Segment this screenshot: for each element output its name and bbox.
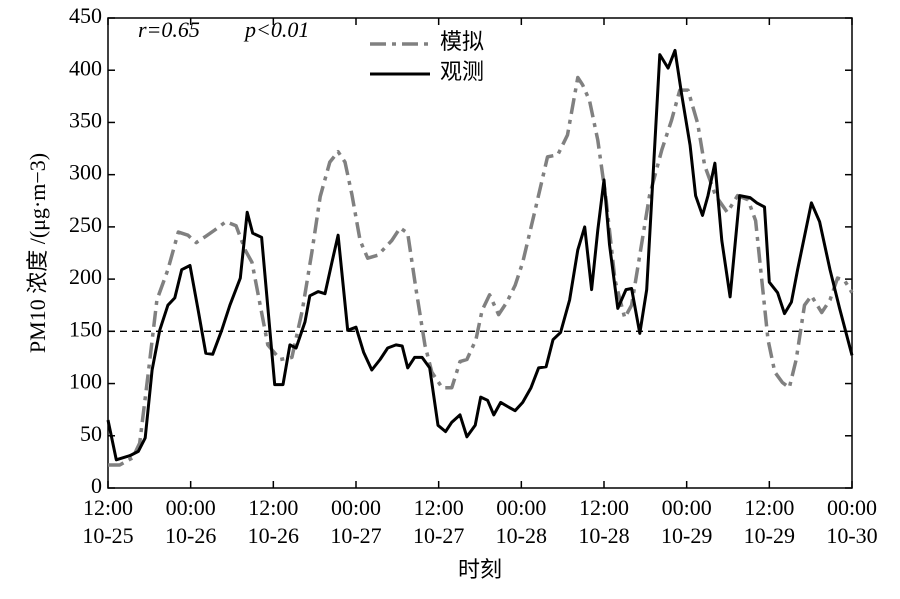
y-tick-label: 200 — [69, 264, 102, 289]
x-tick-label: 00:00 — [662, 495, 712, 520]
x-tick-label: 10-28 — [496, 523, 547, 548]
plot-frame — [107, 17, 853, 489]
y-tick-label: 100 — [69, 369, 102, 394]
y-tick-label: 250 — [69, 212, 102, 237]
x-tick-label: 12:00 — [83, 495, 133, 520]
x-tick-label: 00:00 — [496, 495, 546, 520]
series-line — [106, 48, 854, 462]
x-tick-label: 10-30 — [826, 523, 877, 548]
x-tick-label: 00:00 — [166, 495, 216, 520]
x-tick-label: 10-27 — [330, 523, 381, 548]
legend-label: 观测 — [440, 59, 484, 84]
legend-label: 模拟 — [440, 29, 484, 54]
y-tick-label: 450 — [69, 3, 102, 28]
x-tick-label: 12:00 — [248, 495, 298, 520]
y-axis-label: PM10 浓度 /(μg·m−3) — [25, 153, 50, 353]
x-tick-label: 00:00 — [827, 495, 877, 520]
annotation: p<0.01 — [243, 17, 309, 42]
annotation: r=0.65 — [138, 17, 200, 42]
x-tick-label: 10-28 — [578, 523, 629, 548]
y-tick-label: 400 — [69, 55, 102, 80]
x-tick-label: 10-29 — [661, 523, 712, 548]
y-tick-label: 0 — [91, 473, 102, 498]
x-tick-label: 10-29 — [744, 523, 795, 548]
x-tick-label: 00:00 — [331, 495, 381, 520]
x-axis-label: 时刻 — [458, 557, 502, 582]
series-line — [108, 75, 854, 467]
x-tick-label: 10-27 — [413, 523, 464, 548]
y-tick-label: 350 — [69, 107, 102, 132]
y-tick-label: 150 — [69, 316, 102, 341]
x-tick-label: 12:00 — [579, 495, 629, 520]
x-tick-label: 10-26 — [165, 523, 216, 548]
x-tick-label: 10-26 — [248, 523, 299, 548]
x-tick-label: 10-25 — [82, 523, 133, 548]
x-tick-label: 12:00 — [414, 495, 464, 520]
y-tick-label: 300 — [69, 160, 102, 185]
y-tick-label: 50 — [80, 421, 102, 446]
x-tick-label: 12:00 — [744, 495, 794, 520]
